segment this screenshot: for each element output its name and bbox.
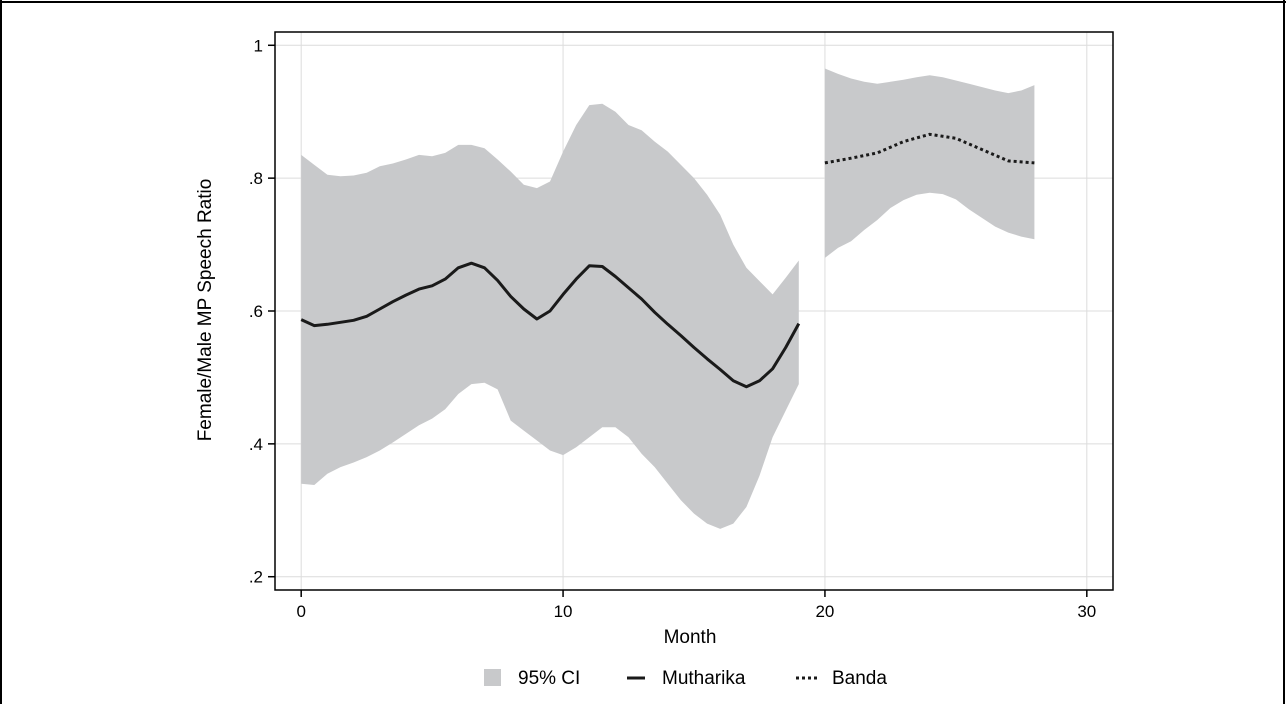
y-tick-label-2: .6 (249, 302, 263, 321)
y-axis-label: Female/Male MP Speech Ratio (195, 179, 216, 442)
legend-ci-swatch (484, 669, 501, 686)
series-line-banda (824, 132, 1035, 165)
confidence-bands (301, 68, 1035, 529)
x-axis-label: Month (664, 627, 717, 648)
ci-band-banda (824, 68, 1035, 258)
legend-mutharika-label: Mutharika (662, 668, 746, 689)
x-tick-label-3: 30 (1077, 602, 1096, 621)
y-tick-label-4: 1 (254, 36, 263, 55)
ci-band-mutharika (301, 103, 799, 529)
legend: 95% CI Mutharika Banda (484, 668, 887, 689)
legend-ci-label: 95% CI (518, 668, 580, 689)
y-tick-label-0: .2 (249, 568, 263, 587)
axes: 0 10 20 30 .2 .4 .6 .8 1 (249, 36, 1096, 621)
legend-banda-label: Banda (832, 668, 887, 689)
x-tick-label-1: 10 (554, 602, 573, 621)
series-line-mutharika (300, 261, 801, 389)
x-tick-label-2: 20 (815, 602, 834, 621)
series-lines (300, 132, 1035, 389)
y-tick-label-1: .4 (249, 435, 263, 454)
x-tick-label-0: 0 (296, 602, 305, 621)
y-tick-label-3: .8 (249, 169, 263, 188)
